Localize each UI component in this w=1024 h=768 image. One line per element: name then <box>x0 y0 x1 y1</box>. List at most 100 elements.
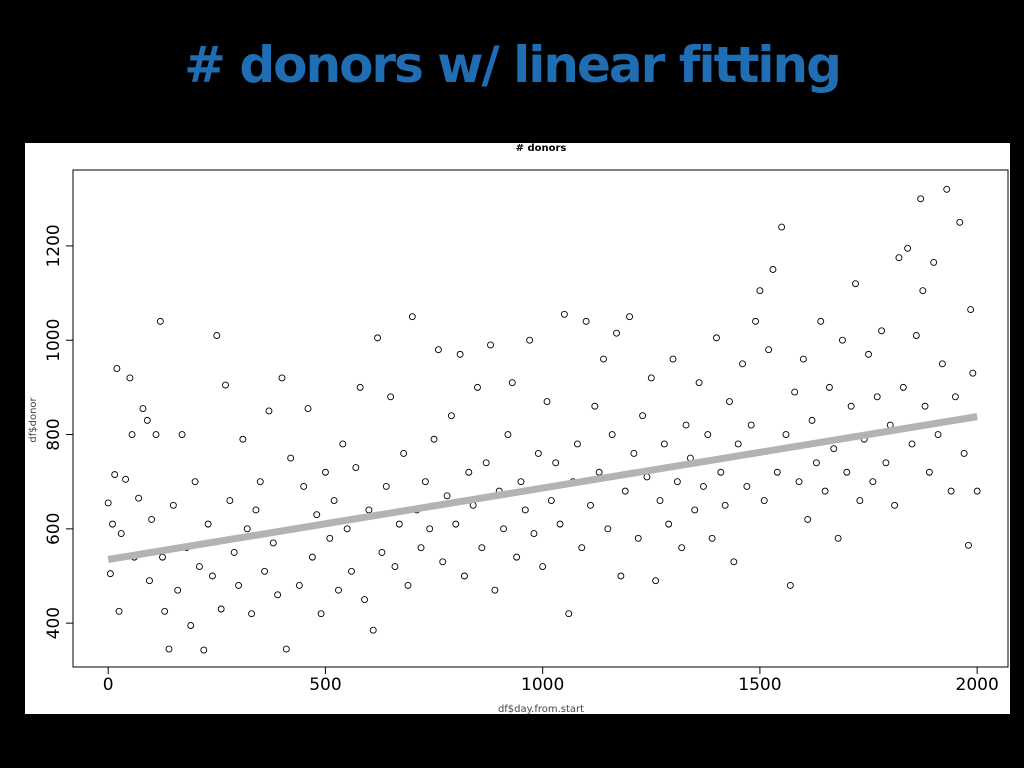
point <box>513 553 521 561</box>
x-tick-label: 0 <box>103 675 114 695</box>
point <box>348 567 355 575</box>
point <box>967 306 975 314</box>
point <box>769 266 777 273</box>
point <box>852 280 859 288</box>
point <box>560 310 568 318</box>
point <box>122 475 130 483</box>
point <box>408 313 416 321</box>
y-tick-label: 400 <box>44 607 64 639</box>
point <box>248 610 256 618</box>
point <box>235 581 242 589</box>
point <box>856 497 864 504</box>
point <box>721 501 729 509</box>
point <box>352 464 360 471</box>
point <box>146 577 153 585</box>
point <box>608 431 616 438</box>
point <box>919 287 927 295</box>
point <box>956 218 964 226</box>
point <box>300 482 308 490</box>
point <box>378 548 386 556</box>
point <box>865 350 872 358</box>
point <box>169 501 177 509</box>
point <box>243 525 251 533</box>
point <box>539 563 547 571</box>
point <box>482 459 490 467</box>
point <box>365 506 373 514</box>
point <box>504 431 512 438</box>
point <box>878 327 886 335</box>
point <box>295 581 303 589</box>
point <box>128 431 136 438</box>
point <box>200 646 208 654</box>
point <box>517 478 525 486</box>
point <box>395 520 403 528</box>
point <box>382 482 390 490</box>
point <box>308 553 316 561</box>
y-tick-label: 800 <box>44 418 64 450</box>
point <box>191 478 199 486</box>
point <box>791 388 799 396</box>
point <box>282 645 290 653</box>
point <box>726 398 733 405</box>
x-axis-label: df$day.from.start <box>498 704 584 715</box>
point <box>587 501 594 509</box>
point <box>111 471 119 479</box>
point <box>960 449 968 457</box>
point <box>404 581 412 589</box>
point <box>187 622 195 629</box>
point <box>795 478 803 486</box>
point <box>734 440 742 448</box>
point <box>786 581 794 589</box>
x-tick-label: 1500 <box>738 675 781 695</box>
point <box>908 440 916 448</box>
point <box>847 402 855 410</box>
point <box>143 416 151 424</box>
point <box>600 355 607 363</box>
point <box>604 525 612 533</box>
point <box>951 393 959 401</box>
point <box>317 610 325 618</box>
point <box>426 525 434 533</box>
point <box>665 520 673 528</box>
slide-title: # donors w/ linear fitting <box>184 36 840 94</box>
point <box>126 374 134 382</box>
point <box>530 530 538 538</box>
point <box>521 506 529 514</box>
point <box>682 421 690 429</box>
point <box>152 431 160 438</box>
point <box>947 487 955 495</box>
point <box>839 336 846 344</box>
point <box>356 383 364 391</box>
point <box>222 381 229 389</box>
point <box>443 492 451 500</box>
point <box>265 407 273 415</box>
point <box>904 244 912 252</box>
point <box>552 459 560 467</box>
point <box>917 195 925 203</box>
point <box>943 185 951 193</box>
point <box>799 355 807 363</box>
point <box>313 511 321 519</box>
point <box>639 412 647 420</box>
point <box>556 520 564 528</box>
point <box>899 383 907 391</box>
point <box>156 317 164 325</box>
point <box>713 334 720 342</box>
point <box>930 258 938 266</box>
point <box>717 468 725 476</box>
point <box>739 360 746 368</box>
point <box>230 548 238 556</box>
point <box>465 468 473 476</box>
point <box>647 374 655 382</box>
point <box>773 468 781 476</box>
point <box>256 478 264 486</box>
point <box>269 539 277 547</box>
point <box>104 499 112 507</box>
point <box>765 346 773 354</box>
point <box>226 497 234 504</box>
point <box>756 287 764 295</box>
point <box>699 482 707 490</box>
point <box>117 530 125 538</box>
point <box>969 369 977 377</box>
